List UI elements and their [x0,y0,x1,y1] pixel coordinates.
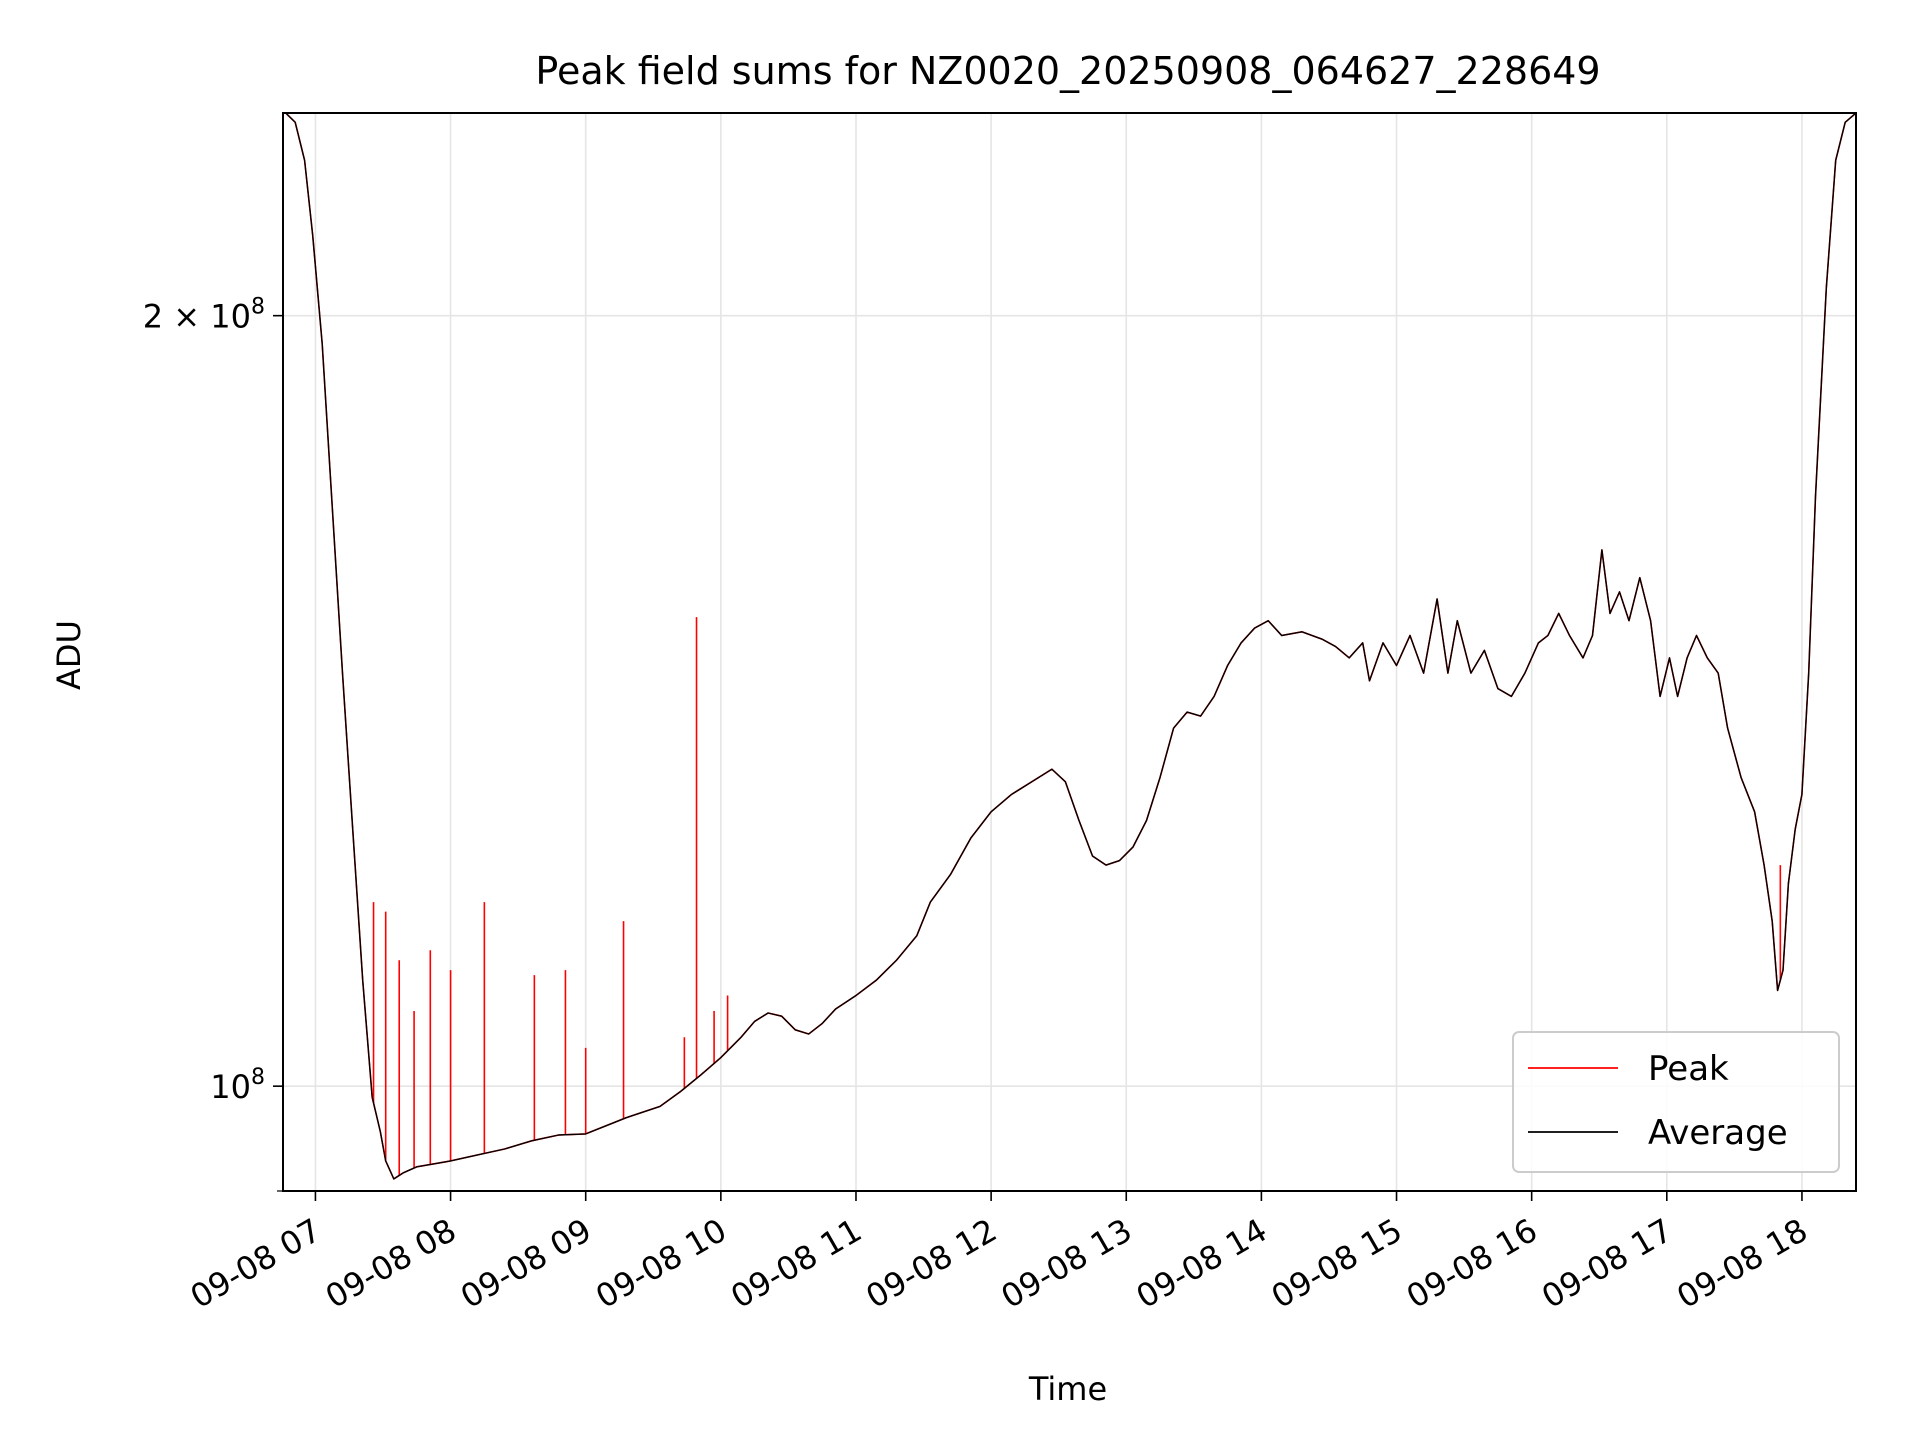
x-tick-label: 09-08 09 [454,1211,598,1316]
x-tick-label: 09-08 14 [1130,1211,1274,1316]
series-layer [285,112,1857,1180]
x-axis-label: Time [1028,1370,1107,1408]
x-tick-label: 09-08 08 [319,1211,463,1316]
x-tick-label: 09-08 10 [589,1211,733,1316]
x-tick-label: 09-08 18 [1670,1211,1814,1316]
chart-title: Peak field sums for NZ0020_20250908_0646… [535,49,1600,93]
x-tick-label: 09-08 11 [724,1211,868,1316]
legend: Peak Average [1512,1031,1840,1173]
legend-average-label: Average [1648,1113,1788,1153]
peak-series-line [285,112,1857,1180]
y-tick-label: 2 × 108 [143,295,265,336]
y-axis-label: ADU [50,620,88,690]
legend-peak-label: Peak [1648,1049,1729,1089]
legend-box [1512,1031,1840,1173]
x-tick-label: 09-08 07 [184,1211,328,1316]
y-tick-exponent: 8 [251,295,265,320]
y-tick-label: 108 [210,1065,265,1106]
y-tick-mantissa-base: 2 × 10 [143,298,251,336]
average-series-line [285,112,1857,1180]
x-tick-label: 09-08 15 [1265,1211,1409,1316]
x-tick-label: 09-08 12 [860,1211,1004,1316]
plot-area-frame [282,112,1857,1192]
y-tick-exponent: 8 [251,1065,265,1090]
x-tick-label: 09-08 13 [995,1211,1139,1316]
x-tick-label: 09-08 17 [1535,1211,1679,1316]
grid-lines [283,113,1856,1191]
y-tick-mantissa-base: 10 [210,1068,251,1106]
x-tick-label: 09-08 16 [1400,1211,1544,1316]
